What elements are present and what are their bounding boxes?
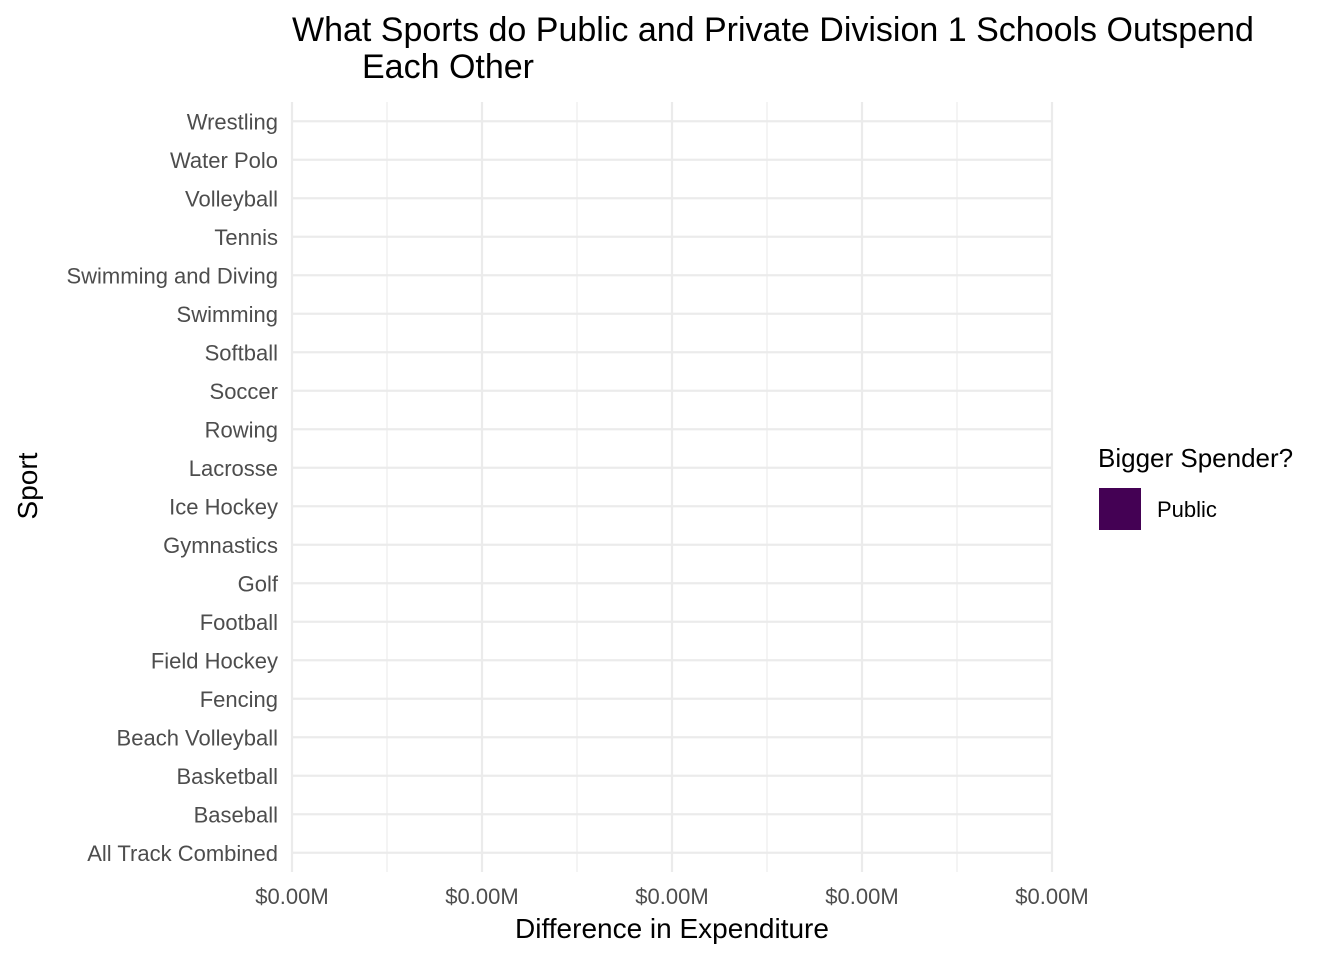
y-tick-label: Swimming and Diving bbox=[66, 263, 278, 288]
y-tick-label: Golf bbox=[238, 571, 279, 596]
y-tick-label: Baseball bbox=[194, 802, 278, 827]
x-tick-label: $0.00M bbox=[1015, 884, 1088, 909]
x-tick-label: $0.00M bbox=[255, 884, 328, 909]
y-tick-label: Ice Hockey bbox=[169, 494, 278, 519]
y-tick-label: Tennis bbox=[214, 225, 278, 250]
legend-item-label: Public bbox=[1157, 497, 1217, 522]
y-tick-label: Soccer bbox=[210, 379, 278, 404]
y-tick-label: Volleyball bbox=[185, 186, 278, 211]
legend: Bigger Spender? Public bbox=[1098, 443, 1293, 530]
y-tick-label: Basketball bbox=[176, 764, 278, 789]
legend-swatch bbox=[1099, 488, 1141, 530]
chart-title-line-2: Each Other bbox=[362, 48, 534, 86]
chart-title: What Sports do Public and Private Divisi… bbox=[292, 11, 1254, 86]
x-tick-label: $0.00M bbox=[445, 884, 518, 909]
y-tick-label: Lacrosse bbox=[189, 456, 278, 481]
grid-lines bbox=[290, 102, 1054, 872]
y-tick-label: Rowing bbox=[205, 417, 278, 442]
y-axis-tick-labels: All Track Combined Baseball Basketball Beac… bbox=[66, 109, 278, 866]
y-tick-label: Water Polo bbox=[170, 148, 278, 173]
x-axis-label: Difference in Expenditure bbox=[515, 913, 829, 944]
x-tick-label: $0.00M bbox=[825, 884, 898, 909]
y-tick-label: Gymnastics bbox=[163, 533, 278, 558]
y-tick-label: Beach Volleyball bbox=[117, 725, 278, 750]
x-tick-label: $0.00M bbox=[635, 884, 708, 909]
y-tick-label: Swimming bbox=[177, 302, 278, 327]
chart-title-line-1: What Sports do Public and Private Divisi… bbox=[292, 11, 1254, 49]
y-axis-label: Sport bbox=[12, 452, 43, 519]
legend-title: Bigger Spender? bbox=[1098, 443, 1293, 473]
y-tick-label: Wrestling bbox=[187, 109, 278, 134]
y-tick-label: Football bbox=[200, 610, 278, 635]
y-tick-label: Fencing bbox=[200, 687, 278, 712]
x-axis-tick-labels: $0.00M $0.00M $0.00M $0.00M $0.00M bbox=[255, 884, 1088, 909]
y-tick-label: Softball bbox=[205, 340, 278, 365]
y-tick-label: Field Hockey bbox=[151, 648, 278, 673]
y-tick-label: All Track Combined bbox=[87, 841, 278, 866]
